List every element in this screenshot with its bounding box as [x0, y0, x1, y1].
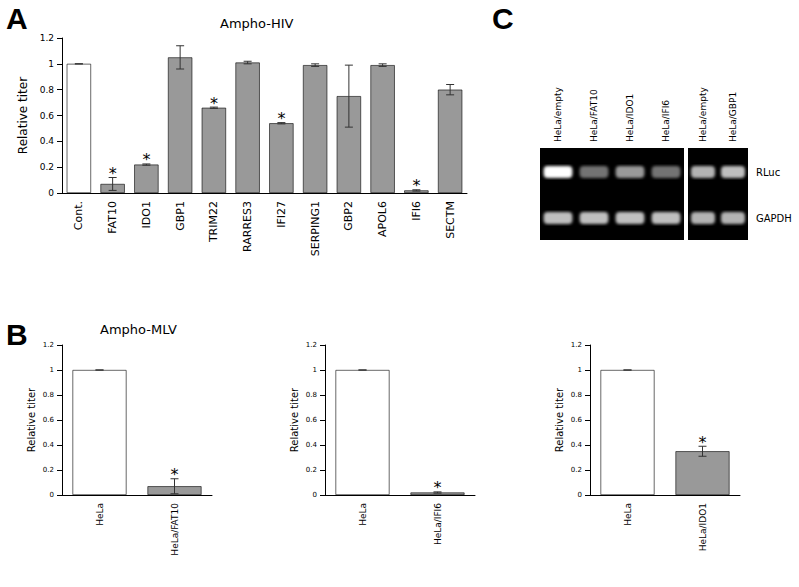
svg-text:RARRES3: RARRES3 — [241, 201, 254, 252]
svg-text:*: * — [210, 94, 218, 113]
svg-text:Relative titer: Relative titer — [16, 77, 30, 154]
svg-text:HeLa/IFI6: HeLa/IFI6 — [433, 503, 443, 545]
svg-text:GBP2: GBP2 — [342, 201, 355, 231]
svg-text:1.2: 1.2 — [306, 341, 317, 349]
svg-text:0.6: 0.6 — [43, 416, 55, 424]
svg-text:HeLa: HeLa — [623, 503, 633, 526]
svg-text:HeLa: HeLa — [95, 503, 105, 526]
svg-text:0.6: 0.6 — [306, 416, 318, 424]
svg-text:Relative titer: Relative titer — [554, 387, 565, 452]
svg-text:*: * — [412, 176, 420, 195]
svg-text:GBP1: GBP1 — [174, 201, 187, 231]
svg-text:0.4: 0.4 — [571, 441, 583, 449]
svg-text:RLuc: RLuc — [756, 167, 780, 178]
svg-text:0.8: 0.8 — [571, 391, 582, 399]
svg-text:1.2: 1.2 — [571, 341, 582, 349]
svg-text:HeLa/IFI6: HeLa/IFI6 — [661, 100, 671, 142]
svg-text:1: 1 — [50, 366, 54, 374]
svg-text:0.2: 0.2 — [40, 162, 54, 172]
svg-text:0.4: 0.4 — [306, 441, 318, 449]
svg-text:0.2: 0.2 — [43, 466, 54, 474]
svg-text:0: 0 — [578, 491, 582, 499]
svg-text:HeLa/GBP1: HeLa/GBP1 — [728, 92, 738, 142]
svg-text:0.6: 0.6 — [571, 416, 583, 424]
svg-text:Ampho-MLV: Ampho-MLV — [100, 322, 177, 337]
svg-text:Relative titer: Relative titer — [289, 387, 300, 452]
svg-text:1.2: 1.2 — [43, 341, 54, 349]
svg-text:FAT10: FAT10 — [106, 201, 119, 234]
svg-text:*: * — [109, 164, 117, 183]
svg-text:IDO1: IDO1 — [140, 201, 153, 228]
svg-text:HeLa: HeLa — [358, 503, 368, 526]
svg-text:1: 1 — [313, 366, 317, 374]
svg-text:0.6: 0.6 — [40, 111, 55, 121]
svg-text:0: 0 — [313, 491, 317, 499]
svg-text:0.2: 0.2 — [306, 466, 317, 474]
svg-text:Relative titer: Relative titer — [26, 387, 37, 452]
svg-text:*: * — [171, 465, 179, 484]
html-text:C: C — [492, 2, 514, 35]
svg-text:HeLa/IDO1: HeLa/IDO1 — [625, 94, 635, 142]
svg-text:*: * — [277, 109, 285, 128]
svg-text:*: * — [142, 150, 150, 169]
svg-text:1: 1 — [48, 59, 54, 69]
svg-text:TRIM22: TRIM22 — [207, 201, 220, 243]
svg-text:HeLa/FAT10: HeLa/FAT10 — [589, 89, 599, 142]
svg-text:GAPDH: GAPDH — [756, 213, 792, 224]
svg-text:0.4: 0.4 — [40, 136, 55, 146]
html-text:B: B — [6, 318, 28, 351]
svg-text:Cont.: Cont. — [72, 201, 85, 230]
svg-text:1: 1 — [578, 366, 582, 374]
svg-text:0: 0 — [50, 491, 54, 499]
svg-text:0: 0 — [48, 188, 54, 198]
svg-text:HeLa/FAT10: HeLa/FAT10 — [170, 503, 180, 556]
svg-text:1.2: 1.2 — [40, 33, 54, 43]
svg-text:*: * — [434, 478, 442, 497]
svg-text:0.8: 0.8 — [306, 391, 317, 399]
svg-text:0.2: 0.2 — [571, 466, 582, 474]
svg-text:Ampho-HIV: Ampho-HIV — [220, 16, 294, 31]
svg-text:APOL6: APOL6 — [376, 201, 389, 237]
svg-text:0.4: 0.4 — [43, 441, 55, 449]
svg-text:SECTM: SECTM — [444, 201, 457, 239]
svg-text:0.8: 0.8 — [40, 85, 55, 95]
svg-text:IFI6: IFI6 — [410, 201, 423, 221]
svg-text:HeLa/empty: HeLa/empty — [553, 87, 563, 142]
svg-text:SERPING1: SERPING1 — [309, 201, 322, 256]
svg-text:HeLa/empty: HeLa/empty — [698, 87, 708, 142]
svg-text:*: * — [699, 433, 707, 452]
svg-text:0.8: 0.8 — [43, 391, 54, 399]
svg-text:HeLa/IDO1: HeLa/IDO1 — [698, 503, 708, 551]
svg-text:IFI27: IFI27 — [275, 201, 288, 228]
html-text:A: A — [6, 2, 28, 35]
